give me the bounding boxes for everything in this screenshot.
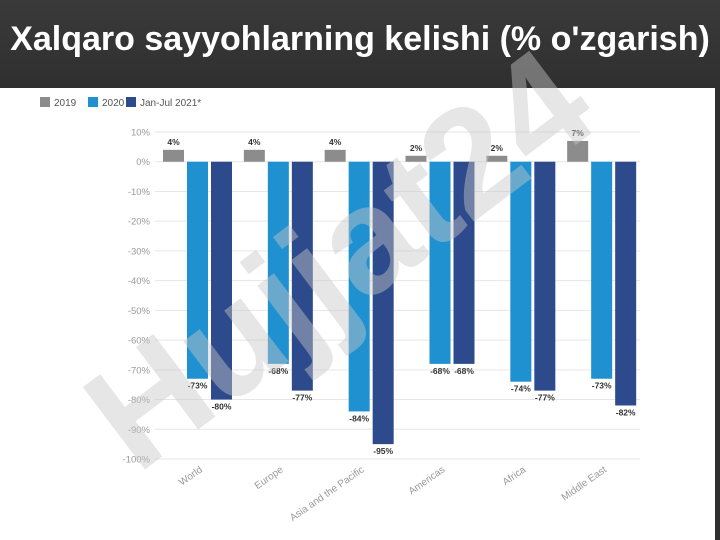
- bar-2019: [486, 155, 508, 162]
- bar-2019: [405, 155, 427, 162]
- bar-2019: [163, 149, 184, 162]
- data-label: -80%: [212, 402, 232, 412]
- data-label: 7%: [572, 128, 585, 138]
- y-tick-label: 10%: [131, 128, 151, 139]
- data-labels: 4% -73% -80% 4% -68% -77% 4% -84% -95% 2% -68% -68%…: [167, 128, 636, 456]
- legend-swatch: [88, 97, 98, 107]
- bars: [163, 140, 637, 445]
- bar-jan-jul-2021-: [615, 161, 637, 406]
- data-label: -68%: [430, 366, 450, 376]
- slide-header: Xalqaro sayyohlarning kelishi (% o'zgari…: [0, 0, 720, 88]
- data-label: 4%: [167, 137, 180, 147]
- right-edge-strip: [715, 88, 720, 540]
- legend-swatch: [40, 97, 50, 107]
- y-tick-label: -60%: [128, 336, 151, 347]
- data-label: 2%: [491, 143, 504, 153]
- data-label: -84%: [349, 413, 369, 423]
- bar-jan-jul-2021-: [291, 161, 313, 391]
- data-label: -77%: [535, 393, 555, 403]
- y-tick-label: -90%: [128, 425, 151, 436]
- bar-2020: [187, 161, 208, 379]
- y-tick-label: -20%: [128, 217, 151, 228]
- data-label: -73%: [188, 381, 208, 391]
- slide-title: Xalqaro sayyohlarning kelishi (% o'zgari…: [10, 20, 710, 58]
- bar-2020: [429, 161, 451, 364]
- legend-label: Jan-Jul 2021*: [140, 98, 201, 109]
- y-tick-label: -30%: [128, 246, 151, 257]
- bar-2020: [267, 161, 289, 364]
- y-tick-label: -40%: [128, 276, 151, 287]
- data-label: -74%: [511, 384, 531, 394]
- legend: 2019 2020 Jan-Jul 2021*: [40, 97, 201, 109]
- bar-2019: [567, 140, 589, 162]
- data-label: 2%: [410, 143, 423, 153]
- bar-chart: 10% 0% -10% -20% -30% -40% -50% -60% -70% -80% -90…: [0, 88, 715, 540]
- bar-jan-jul-2021-: [372, 161, 394, 445]
- bar-jan-jul-2021-: [211, 161, 232, 400]
- data-label: -95%: [373, 446, 393, 456]
- data-label: -68%: [268, 366, 288, 376]
- bar-2019: [324, 149, 346, 162]
- y-tick-label: -100%: [123, 455, 151, 466]
- data-label: 4%: [248, 137, 261, 147]
- data-label: -68%: [454, 366, 474, 376]
- bar-2020: [348, 161, 370, 412]
- bar-jan-jul-2021-: [534, 161, 556, 391]
- bar-2020: [510, 161, 532, 382]
- y-tick-label: -80%: [128, 395, 151, 406]
- grid-lines: [155, 131, 640, 460]
- y-axis-ticks: 10% 0% -10% -20% -30% -40% -50% -60% -70% -80% -90…: [123, 128, 151, 466]
- data-label: -82%: [616, 407, 636, 417]
- y-tick-label: 0%: [136, 157, 150, 168]
- bar-2020: [591, 161, 613, 379]
- y-tick-label: -50%: [128, 306, 151, 317]
- y-tick-label: -10%: [128, 187, 151, 198]
- legend-label: 2019: [54, 98, 77, 109]
- bar-jan-jul-2021-: [453, 161, 475, 364]
- y-tick-label: -70%: [128, 365, 151, 376]
- legend-label: 2020: [102, 98, 125, 109]
- legend-swatch: [126, 97, 136, 107]
- data-label: -73%: [592, 381, 612, 391]
- data-label: 4%: [329, 137, 342, 147]
- data-label: -77%: [292, 393, 312, 403]
- bar-2019: [243, 149, 265, 162]
